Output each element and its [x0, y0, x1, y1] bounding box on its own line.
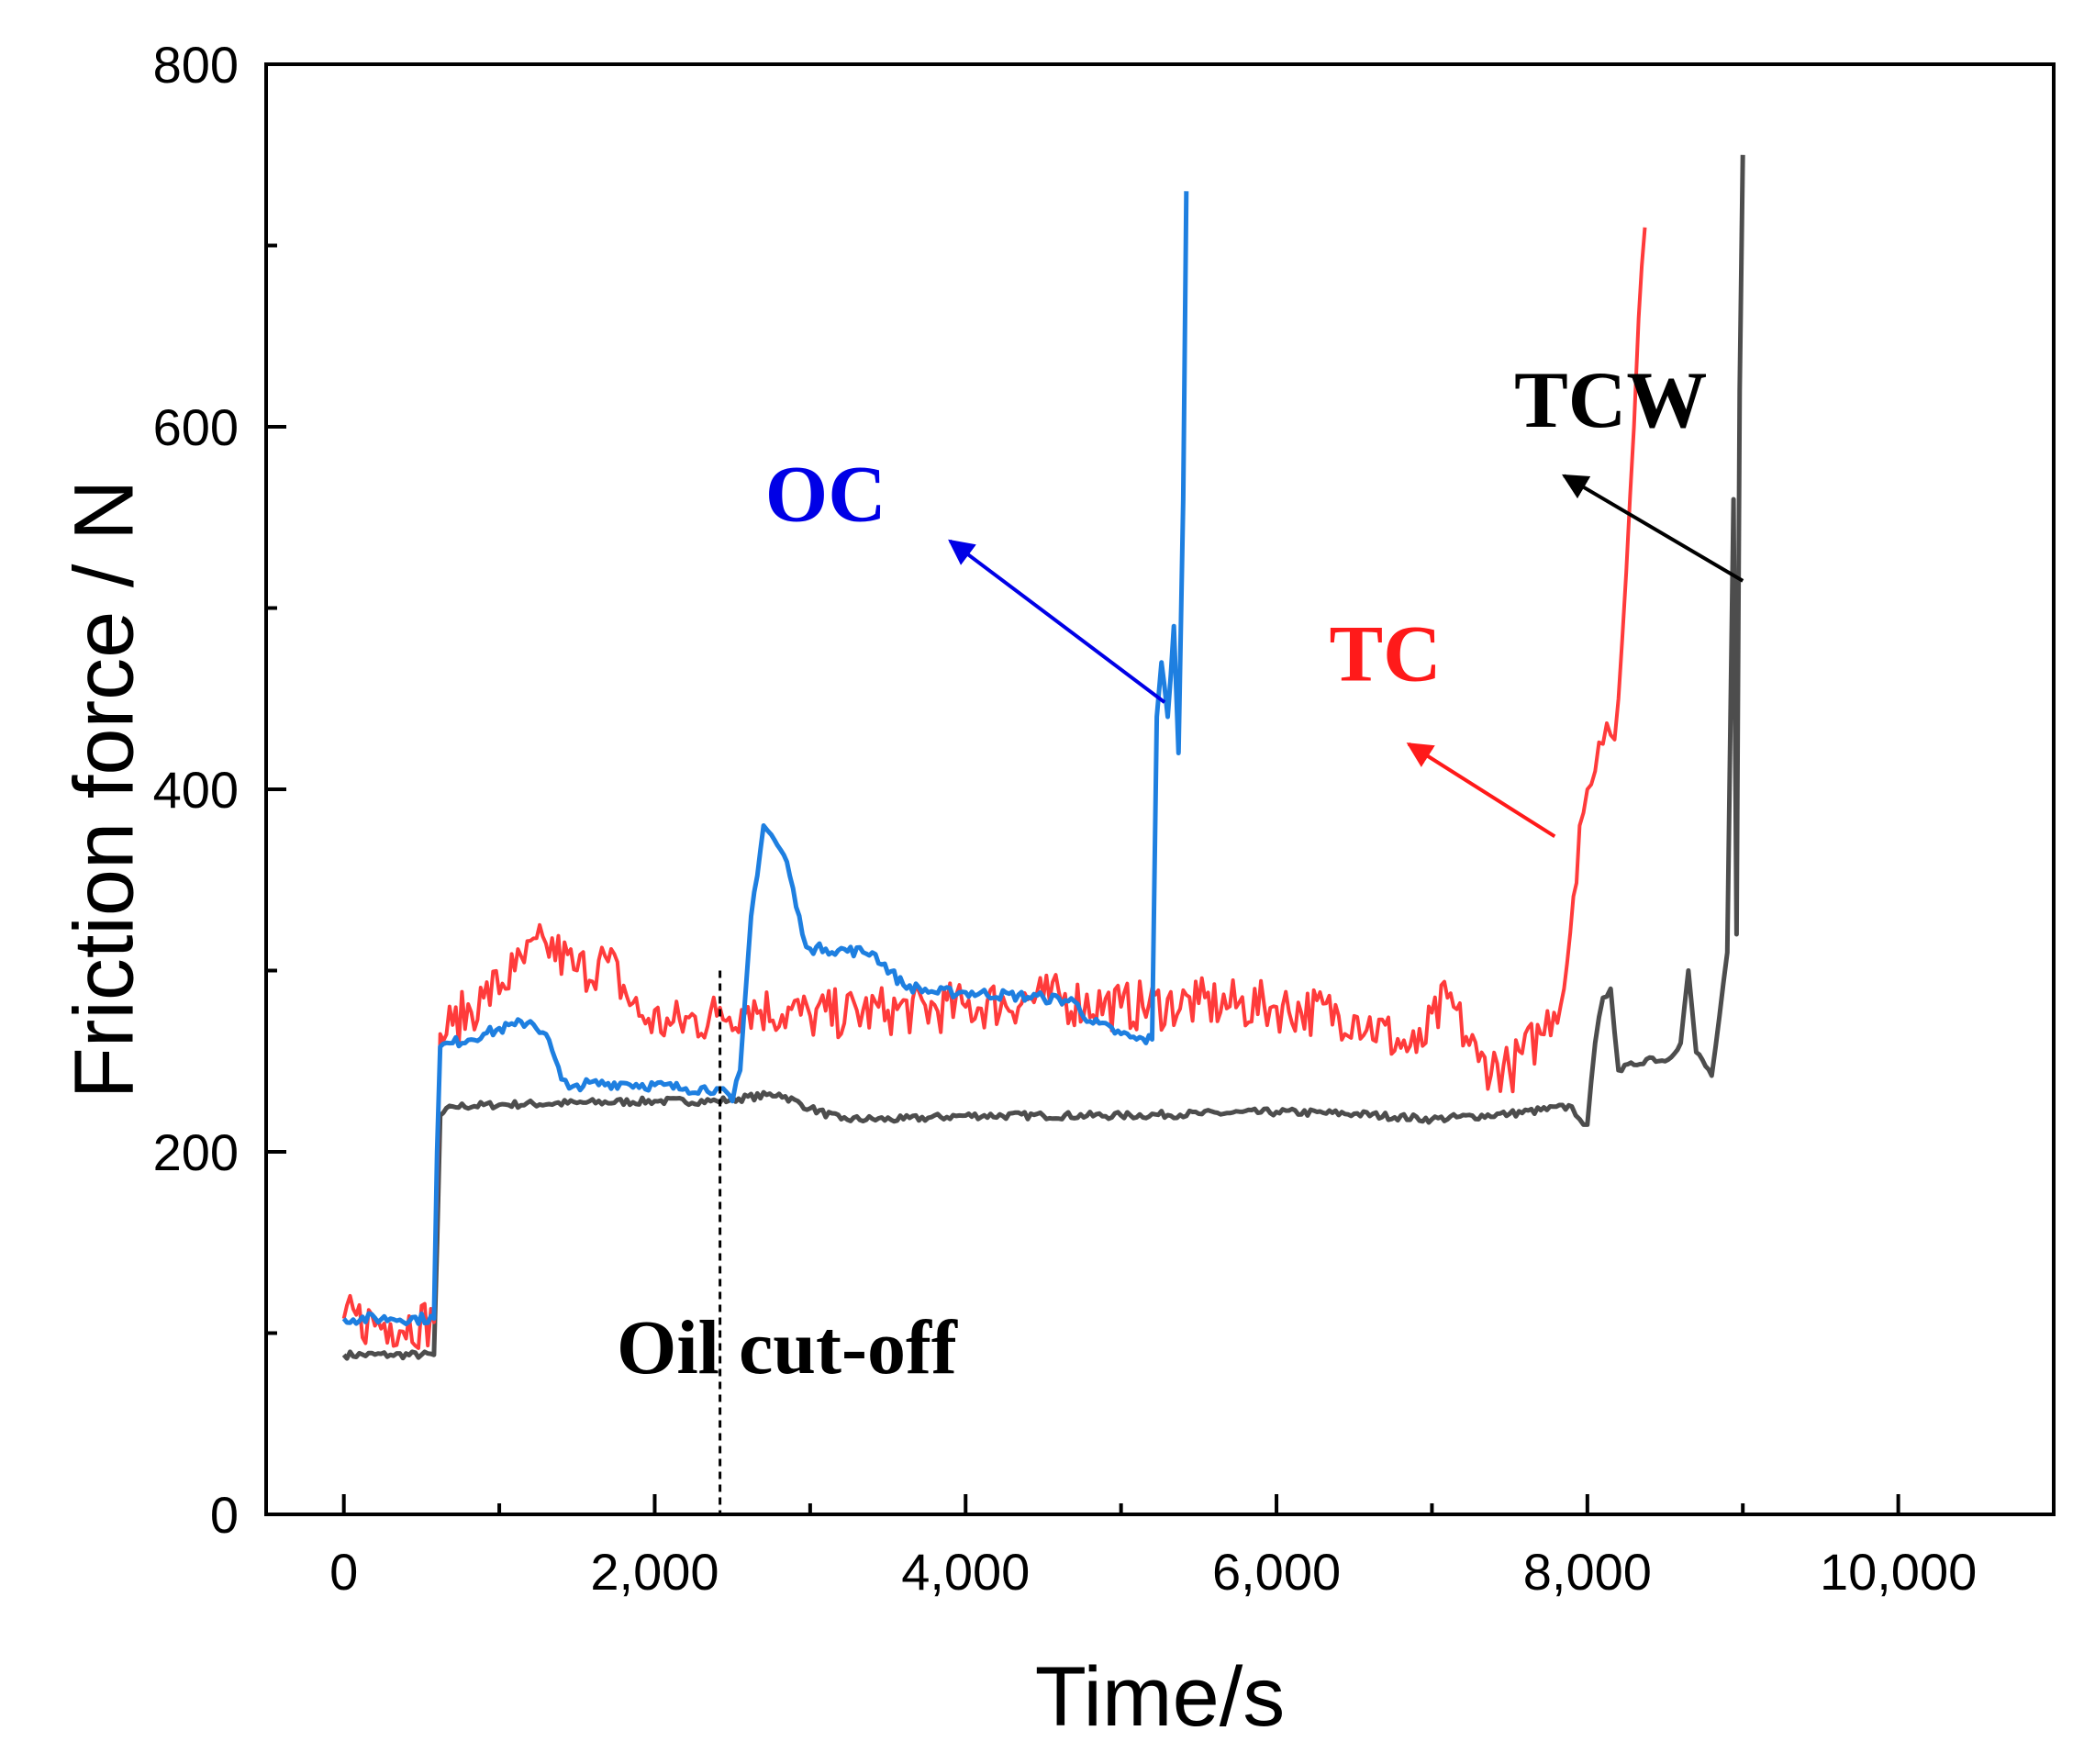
series-layer	[341, 154, 1745, 1361]
x-axis-ticks: 0 2,000 4,000 6,000 8,000 10,000	[329, 1494, 1977, 1601]
y-tick-label: 600	[153, 398, 239, 456]
x-tick-label: 6,000	[1212, 1543, 1341, 1601]
x-tick-label: 2,000	[590, 1543, 719, 1601]
annotation-layer: TCW OC TC Oil cut-off	[617, 356, 1744, 1514]
x-axis-title: Time/s	[1035, 1650, 1286, 1744]
series-line-tc	[341, 227, 1647, 1350]
label-arrow-tc	[1406, 742, 1556, 839]
y-tick-label: 0	[210, 1486, 239, 1544]
label-arrow-oc	[948, 539, 1166, 704]
series-label-tcw: TCW	[1514, 356, 1707, 445]
y-axis-ticks: 0 200 400 600 800	[153, 36, 286, 1544]
y-tick-label: 200	[153, 1123, 239, 1181]
series-label-oc: OC	[765, 451, 886, 540]
oil-cutoff-label: Oil cut-off	[617, 1305, 958, 1390]
x-tick-label: 0	[329, 1543, 358, 1601]
x-tick-label: 10,000	[1820, 1543, 1977, 1601]
x-tick-label: 4,000	[901, 1543, 1030, 1601]
y-tick-label: 800	[153, 36, 239, 94]
plot-frame	[264, 62, 2056, 1516]
y-tick-label: 400	[153, 761, 239, 819]
series-line-tcw	[341, 154, 1745, 1361]
series-line-oc	[341, 191, 1189, 1326]
x-tick-label: 8,000	[1523, 1543, 1652, 1601]
series-label-tc: TC	[1329, 610, 1441, 699]
label-arrow-tcw	[1562, 474, 1744, 583]
y-axis-title: Friction force / N	[57, 480, 150, 1100]
